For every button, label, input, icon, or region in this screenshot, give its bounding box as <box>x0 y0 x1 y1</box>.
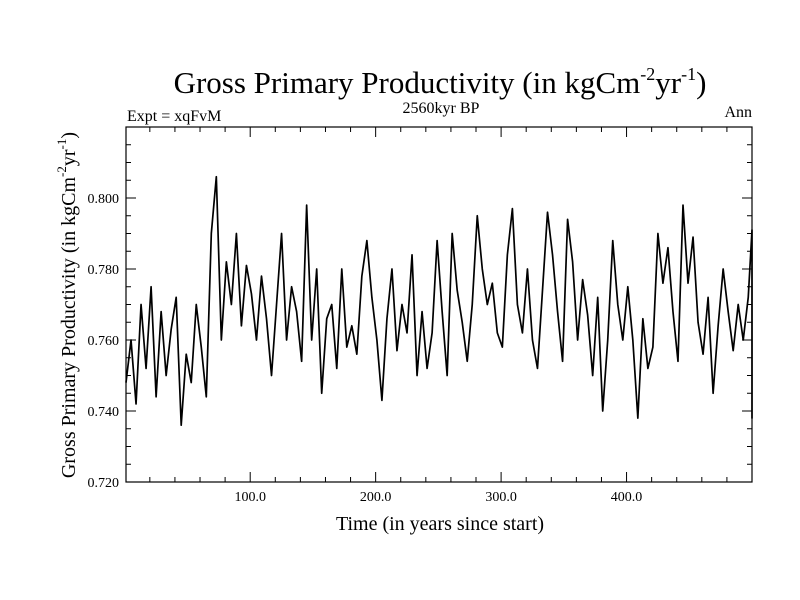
x-tick-label: 400.0 <box>611 490 643 505</box>
x-tick-label: 300.0 <box>485 490 517 505</box>
y-tick-label: 0.740 <box>88 405 120 420</box>
y-axis-label: Gross Primary Productivity (in kgCm-2yr-… <box>54 132 80 478</box>
season-label: Ann <box>724 104 752 121</box>
chart-title: Gross Primary Productivity (in kgCm-2yr-… <box>174 64 707 100</box>
y-tick-label: 0.760 <box>88 334 120 349</box>
x-tick-label: 100.0 <box>234 490 266 505</box>
x-axis-label: Time (in years since start) <box>336 513 544 535</box>
experiment-label: Expt = xqFvM <box>127 108 221 125</box>
y-tick-label: 0.800 <box>88 192 120 207</box>
period-label: 2560kyr BP <box>403 100 480 117</box>
y-axis-tick-labels: 0.720 0.740 0.760 0.780 0.800 <box>88 192 120 491</box>
x-axis-tick-labels: 100.0 200.0 300.0 400.0 <box>234 490 642 505</box>
plot-frame <box>125 126 753 483</box>
y-tick-label: 0.720 <box>88 476 120 491</box>
y-tick-label: 0.780 <box>88 263 120 278</box>
x-axis-ticks <box>149 127 728 482</box>
x-tick-label: 200.0 <box>360 490 392 505</box>
